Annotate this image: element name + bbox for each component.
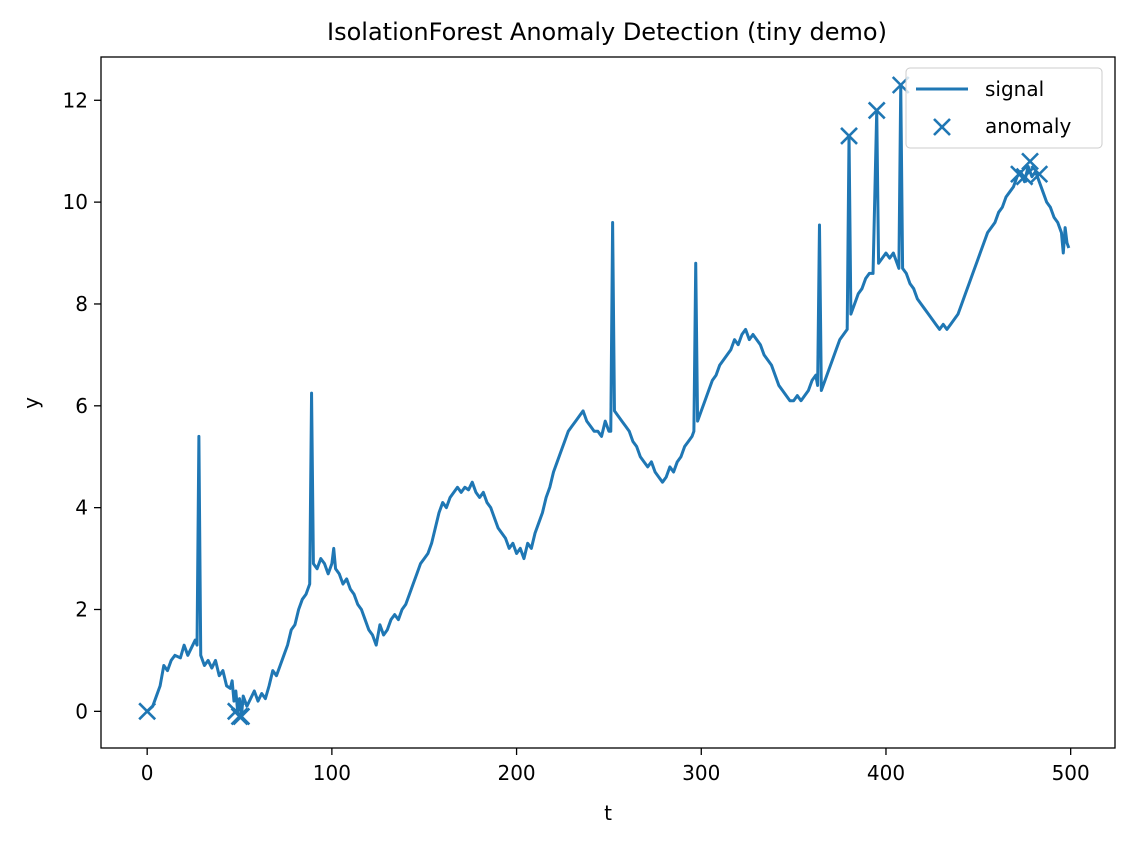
anomaly-marker xyxy=(1030,165,1049,184)
x-tick-label: 400 xyxy=(867,761,905,785)
y-tick-label: 10 xyxy=(63,190,88,214)
anomaly-marker xyxy=(1015,167,1034,186)
y-tick-label: 12 xyxy=(63,88,88,112)
anomaly-marker xyxy=(232,707,251,726)
anomaly-marker xyxy=(230,707,249,726)
y-tick-label: 4 xyxy=(75,496,88,520)
chart-title: IsolationForest Anomaly Detection (tiny … xyxy=(327,18,887,46)
y-axis-label: y xyxy=(19,397,43,409)
signal-line xyxy=(146,83,1071,718)
anomaly-marker xyxy=(138,702,157,721)
y-tick-label: 2 xyxy=(75,597,88,621)
legend-anomaly-swatch xyxy=(933,118,951,136)
x-axis: 0 100 200 300 400 500 xyxy=(141,748,1090,785)
plot-area xyxy=(138,76,1071,726)
x-tick-label: 0 xyxy=(141,761,154,785)
x-tick-label: 100 xyxy=(313,761,351,785)
legend: signal anomaly xyxy=(905,67,1103,149)
anomaly-marker xyxy=(840,127,858,145)
legend-anomaly-label: anomaly xyxy=(985,114,1071,138)
y-tick-label: 8 xyxy=(75,292,88,316)
x-tick-label: 500 xyxy=(1052,761,1090,785)
y-axis: 0 2 4 6 8 10 12 xyxy=(63,88,101,723)
y-tick-label: 6 xyxy=(75,394,88,418)
legend-signal-label: signal xyxy=(985,77,1044,101)
x-tick-label: 300 xyxy=(682,761,720,785)
plot-frame xyxy=(100,56,1116,749)
x-tick-label: 200 xyxy=(497,761,535,785)
anomaly-marker xyxy=(867,101,886,120)
y-tick-label: 0 xyxy=(75,699,88,723)
x-axis-label: t xyxy=(604,801,612,825)
anomaly-marker xyxy=(1021,152,1039,171)
